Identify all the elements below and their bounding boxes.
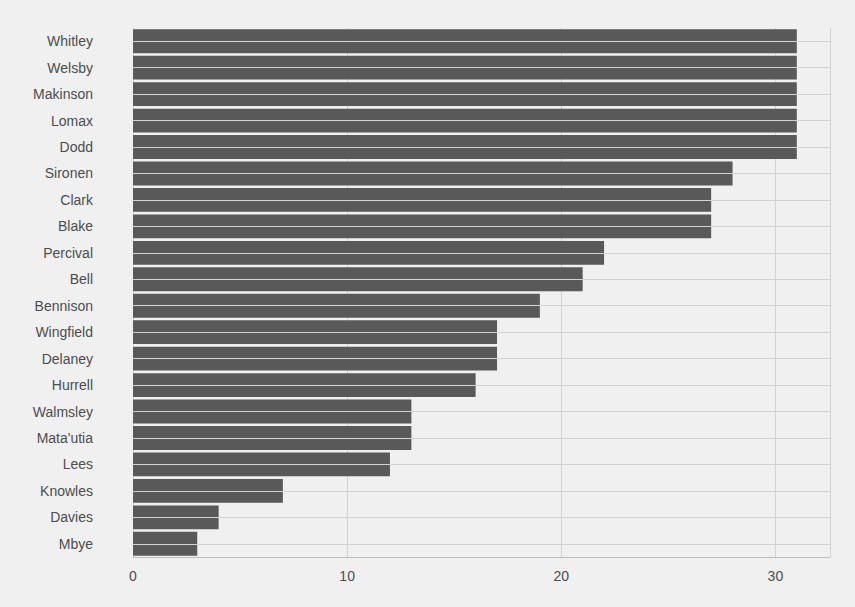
svg-text:Bennison: Bennison: [35, 298, 93, 314]
svg-text:Percival: Percival: [43, 245, 93, 261]
svg-text:Walmsley: Walmsley: [33, 404, 93, 420]
svg-text:Mata'utia: Mata'utia: [37, 430, 94, 446]
svg-text:Clark: Clark: [60, 192, 94, 208]
svg-text:Mbye: Mbye: [59, 536, 93, 552]
svg-text:Bell: Bell: [70, 271, 93, 287]
svg-text:Hurrell: Hurrell: [52, 377, 93, 393]
svg-text:30: 30: [768, 568, 784, 584]
svg-text:Davies: Davies: [50, 509, 93, 525]
svg-text:Lomax: Lomax: [51, 113, 93, 129]
svg-text:20: 20: [553, 568, 569, 584]
svg-text:Lees: Lees: [63, 456, 93, 472]
svg-text:Makinson: Makinson: [33, 86, 93, 102]
svg-text:Blake: Blake: [58, 218, 93, 234]
svg-text:Sironen: Sironen: [45, 165, 93, 181]
svg-text:Delaney: Delaney: [42, 351, 93, 367]
svg-text:Whitley: Whitley: [47, 33, 93, 49]
svg-text:10: 10: [339, 568, 355, 584]
svg-text:Welsby: Welsby: [47, 60, 93, 76]
svg-text:Knowles: Knowles: [40, 483, 93, 499]
svg-text:Wingfield: Wingfield: [35, 324, 93, 340]
svg-text:Dodd: Dodd: [60, 139, 93, 155]
svg-text:0: 0: [129, 568, 137, 584]
